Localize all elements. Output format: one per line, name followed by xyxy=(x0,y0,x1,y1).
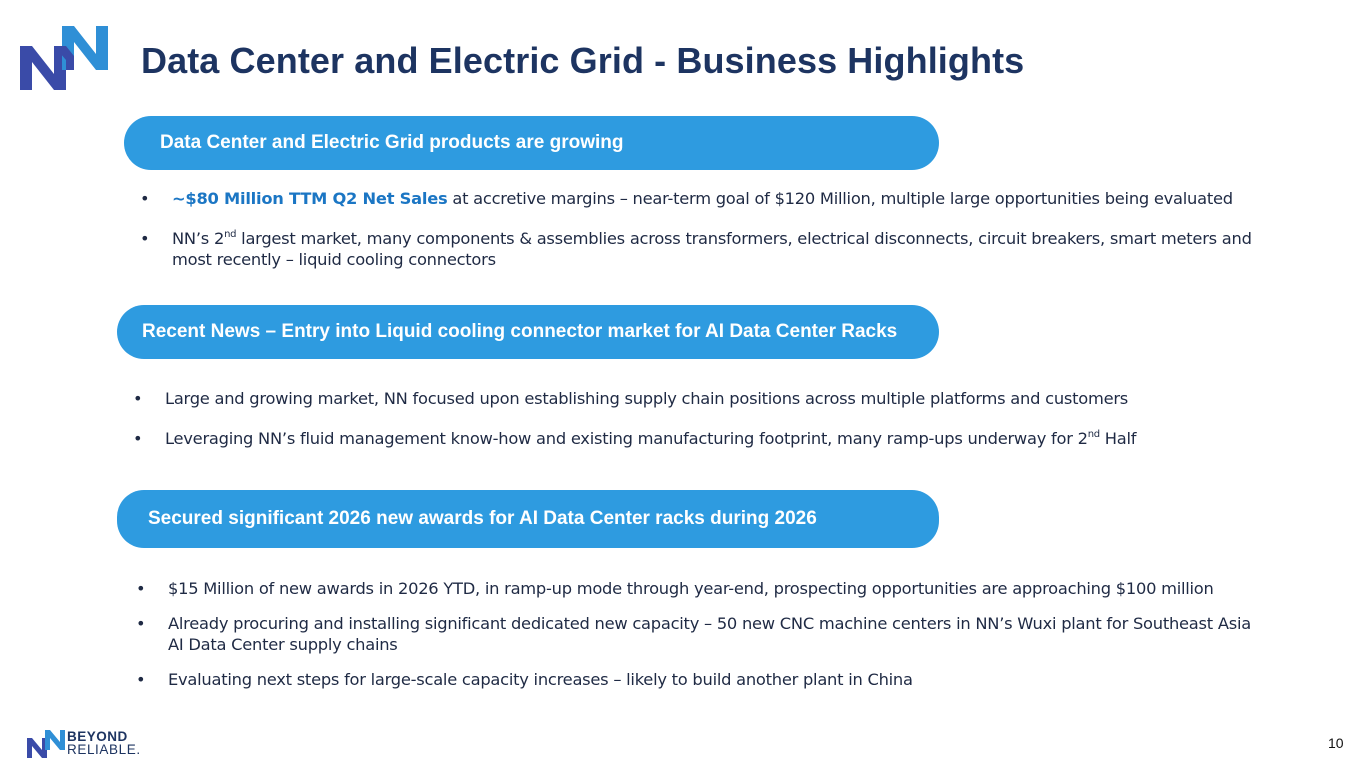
ordinal-suffix: nd xyxy=(224,228,237,240)
list-item: • ~$80 Million TTM Q2 Net Sales at accre… xyxy=(140,188,1262,209)
page-title: Data Center and Electric Grid - Business… xyxy=(141,40,1025,81)
footer-brand-line2: RELIABLE. xyxy=(67,742,141,757)
bullet-glyph: • xyxy=(140,189,150,208)
list-item: • Already procuring and installing signi… xyxy=(136,613,1268,655)
nn-logo-icon xyxy=(20,26,108,90)
section-heading-awards: Secured significant 2026 new awards for … xyxy=(117,490,939,548)
section-bullets-recent-news: • Large and growing market, NN focused u… xyxy=(133,388,1265,449)
bullet-text: Large and growing market, NN focused upo… xyxy=(165,389,1129,408)
bullet-text-pre: Leveraging NN’s fluid management know-ho… xyxy=(165,429,1088,448)
page-number: 10 xyxy=(1328,735,1344,751)
list-item: • $15 Million of new awards in 2026 YTD,… xyxy=(136,578,1268,599)
list-item: • NN’s 2nd largest market, many componen… xyxy=(140,228,1262,270)
net-sales-highlight: ~$80 Million TTM Q2 Net Sales xyxy=(172,189,448,208)
section-heading-growing: Data Center and Electric Grid products a… xyxy=(124,116,939,170)
list-item: • Large and growing market, NN focused u… xyxy=(133,388,1265,409)
list-item: • Leveraging NN’s fluid management know-… xyxy=(133,428,1265,449)
section-heading-recent-news: Recent News – Entry into Liquid cooling … xyxy=(117,305,939,359)
bullet-text: Half xyxy=(1099,429,1137,448)
bullet-text: Evaluating next steps for large-scale ca… xyxy=(168,670,913,689)
bullet-text: Already procuring and installing signifi… xyxy=(168,614,1251,654)
bullet-glyph: • xyxy=(133,429,143,448)
footer-brand-logo: BEYOND RELIABLE. xyxy=(27,729,167,758)
bullet-glyph: • xyxy=(136,614,146,633)
bullet-glyph: • xyxy=(140,229,150,248)
bullet-glyph: • xyxy=(136,670,146,689)
bullet-glyph: • xyxy=(133,389,143,408)
nn-small-logo-icon xyxy=(27,730,65,758)
ordinal-suffix: nd xyxy=(1087,428,1100,440)
bullet-glyph: • xyxy=(136,579,146,598)
section-bullets-awards: • $15 Million of new awards in 2026 YTD,… xyxy=(136,578,1268,690)
list-item: • Evaluating next steps for large-scale … xyxy=(136,669,1268,690)
bullet-text: $15 Million of new awards in 2026 YTD, i… xyxy=(168,579,1214,598)
bullet-text-pre: NN’s 2 xyxy=(172,229,225,248)
bullet-text: largest market, many components & assemb… xyxy=(172,229,1252,269)
footer-brand-line1: BEYOND xyxy=(67,729,128,744)
bullet-text: at accretive margins – near-term goal of… xyxy=(447,189,1233,208)
section-bullets-growing: • ~$80 Million TTM Q2 Net Sales at accre… xyxy=(140,188,1262,270)
